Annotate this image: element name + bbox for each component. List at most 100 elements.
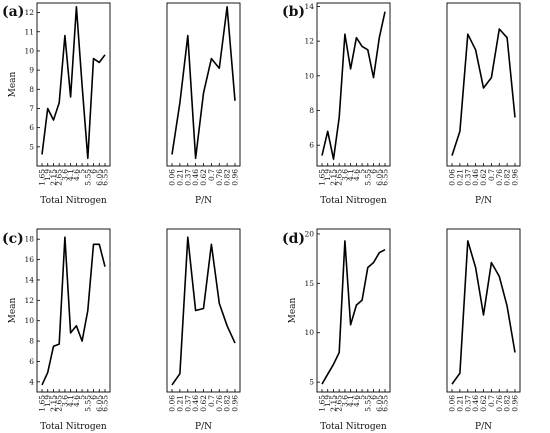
x-tick-label: 0.06 [448,169,457,186]
x-tick-label: 5.55 [363,395,372,412]
x-tick-label: 0.06 [168,169,177,186]
x-tick-label: 0.96 [511,395,520,412]
x-tick-label: 6 [89,169,98,174]
x-tick-label: 4.6 [352,169,361,181]
x-tick-label: 0.96 [511,169,520,186]
x-tick-label: 4.6 [352,395,361,407]
x-tick-label: 0.7 [487,169,496,181]
x-tick-label: 4.1 [66,395,75,407]
x-tick-label: 2.15 [49,395,58,412]
x-tick-label: 0.62 [479,169,488,186]
series-line [451,240,516,385]
x-tick-label: 6.55 [381,169,390,186]
x-tick-label: 0.82 [223,169,232,186]
x-axis-label: Total Nitrogen [40,196,107,206]
x-tick-label: 5 [78,169,87,174]
plot-frame [36,2,111,167]
x-tick-label: 2.65 [55,169,64,186]
y-tick-label: 14 [24,275,34,284]
x-axis-label: P/N [475,196,492,206]
x-tick-label: 0.62 [199,169,208,186]
y-tick-label: 20 [304,229,314,238]
y-tick-label: 10 [24,46,34,55]
x-tick-label: 1.65 [38,395,47,412]
x-tick-label: 0.37 [183,395,192,412]
y-tick-label: 10 [304,328,314,337]
x-tick-label: 0.76 [495,395,504,412]
x-axis-label: Total Nitrogen [320,422,387,432]
series-line [451,28,516,156]
x-tick-label: 0.7 [207,395,216,407]
x-tick-label: 0.06 [168,395,177,412]
series-line [171,6,236,160]
x-tick-label: 0.96 [231,169,240,186]
y-tick-label: 12 [24,8,34,17]
x-tick-label: 0.82 [223,395,232,412]
x-tick-label: 6.05 [375,169,384,186]
series-line [41,6,106,160]
x-tick-label: 1.65 [318,169,327,186]
x-tick-label: 4.1 [346,395,355,407]
x-tick-label: 6 [369,169,378,174]
series-line [321,11,386,160]
x-tick-label: 4.1 [66,169,75,181]
plot-frame [316,2,391,167]
series-line [171,236,236,386]
y-tick-label: 8 [29,85,34,94]
x-tick-label: 1.9 [43,169,52,181]
subplot-total-nitrogen: 4 6 8 10 12 14 16 18 Mean 1.651.92.152.653.64.14.… [8,228,111,432]
x-axis-label: Total Nitrogen [40,422,107,432]
y-tick-label: 15 [304,279,314,288]
x-tick-label: 6.05 [375,395,384,412]
x-tick-label: 1.65 [318,395,327,412]
x-tick-label: 0.7 [487,395,496,407]
panel-label: (c) [2,231,24,247]
x-tick-label: 1.65 [38,169,47,186]
panel-3: (d)5101520Mean1.651.92.152.653.64.14.655… [282,228,521,432]
y-axis-label: Mean [8,71,18,97]
x-tick-label: 5.55 [363,169,372,186]
subplot-total-nitrogen: 681012141.651.92.152.653.64.14.655.5566.… [304,2,391,206]
x-tick-label: 0.62 [199,395,208,412]
x-tick-label: 5 [78,395,87,400]
x-axis-label: Total Nitrogen [320,196,387,206]
x-tick-label: 0.21 [455,395,464,412]
series-line [41,236,106,386]
y-tick-label: 9 [29,66,34,75]
x-tick-label: 4.6 [72,169,81,181]
x-tick-label: 1.9 [43,395,52,407]
x-tick-label: 0.46 [471,395,480,412]
x-tick-label: 4.1 [346,169,355,181]
x-tick-label: 2.15 [329,395,338,412]
x-tick-label: 0.76 [215,395,224,412]
x-tick-label: 0.76 [215,169,224,186]
x-tick-label: 6 [369,395,378,400]
x-tick-label: 2.65 [55,395,64,412]
x-tick-label: 0.06 [448,395,457,412]
panel-label: (d) [282,231,305,247]
panel-1: (b) 6 8 10 12 14 1.651.92.152.653.64.14.655.55… [282,2,521,206]
x-tick-label: 0.37 [183,169,192,186]
y-tick-label: 16 [24,255,34,264]
y-tick-label: 6 [309,141,314,150]
x-tick-label: 2.65 [335,169,344,186]
x-tick-label: 6 [89,395,98,400]
x-tick-label: 0.7 [207,169,216,181]
y-tick-label: 4 [29,377,34,386]
series-line [321,240,386,385]
x-tick-label: 3.6 [60,169,69,181]
x-tick-label: 2.15 [49,169,58,186]
x-tick-label: 5 [358,395,367,400]
plot-frame [36,228,111,393]
y-axis-label: Mean [8,297,18,323]
x-tick-label: 0.62 [479,395,488,412]
y-tick-label: 6 [29,123,34,132]
y-tick-label: 5 [29,142,34,151]
x-tick-label: 1.9 [323,169,332,181]
y-tick-label: 12 [304,37,314,46]
y-tick-label: 10 [304,71,314,80]
x-tick-label: 0.21 [175,169,184,186]
x-axis-label: P/N [475,422,492,432]
x-tick-label: 0.21 [175,395,184,412]
